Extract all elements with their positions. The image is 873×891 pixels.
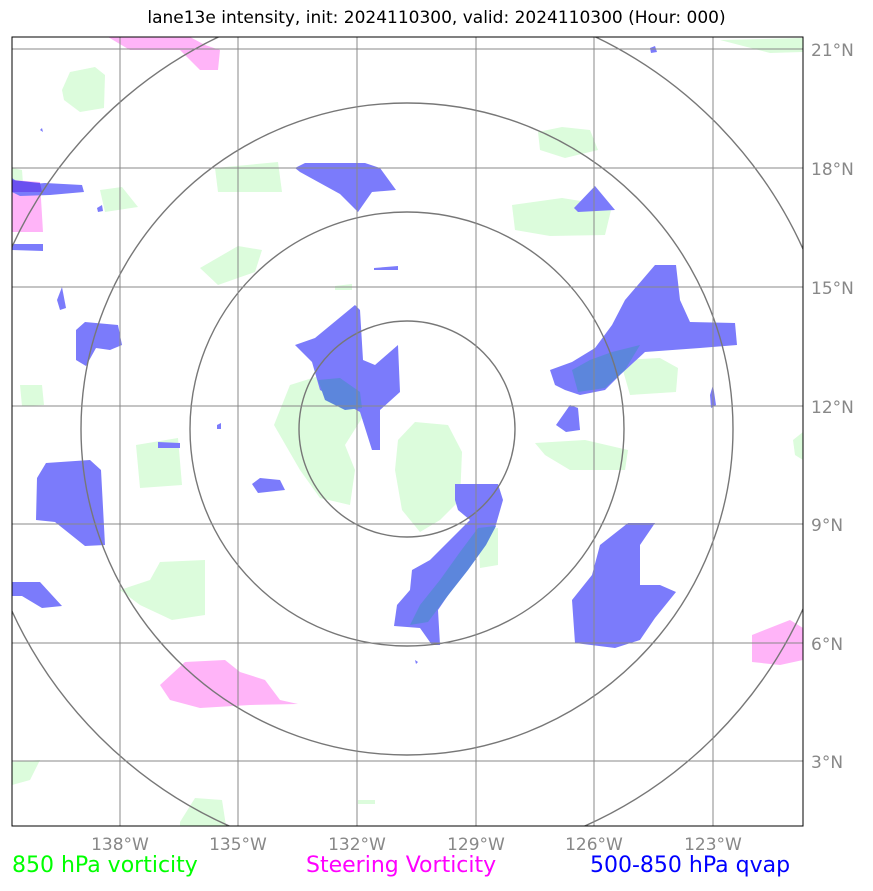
blue-area <box>556 405 580 432</box>
overlap-area <box>318 378 362 410</box>
blue-area <box>158 442 180 448</box>
lon-tick-labels: 138°W 135°W 132°W 129°W 126°W 123°W <box>91 835 742 855</box>
map-title: lane13e intensity, init: 2024110300, val… <box>147 8 726 28</box>
range-ring <box>298 320 516 538</box>
lon-tick-label: 138°W <box>91 835 149 855</box>
green-area <box>120 560 205 620</box>
lon-tick-label: 123°W <box>684 835 742 855</box>
overlap-area <box>572 345 640 392</box>
blue-area <box>12 582 62 608</box>
range-ring <box>80 102 734 756</box>
blue-area <box>252 478 285 493</box>
lat-tick-label: 3°N <box>811 753 843 773</box>
magenta-area <box>108 37 220 70</box>
blue-area <box>572 523 676 648</box>
green-area <box>538 127 598 158</box>
range-rings <box>12 37 803 826</box>
green-area <box>358 800 375 804</box>
legend-steering-vorticity: Steering Vorticity <box>306 853 497 878</box>
lat-tick-label: 6°N <box>811 635 843 655</box>
gridlines <box>12 37 803 826</box>
green-area <box>136 438 182 488</box>
green-area <box>395 422 462 532</box>
range-ring <box>189 211 625 647</box>
lon-tick-label: 126°W <box>565 835 623 855</box>
green-area <box>200 246 262 285</box>
blue-area <box>295 163 396 212</box>
overlap-area <box>410 526 496 625</box>
green-area <box>620 358 678 395</box>
lon-tick-label: 132°W <box>328 835 386 855</box>
green-area <box>62 67 105 112</box>
overlap-area <box>12 180 42 192</box>
legend-850hpa-vorticity: 850 hPa vorticity <box>12 853 198 878</box>
green-area <box>12 760 40 785</box>
green-vorticity-areas <box>12 38 803 826</box>
blue-area <box>97 205 103 212</box>
blue-area <box>40 128 43 132</box>
blue-area <box>12 244 43 251</box>
lat-tick-label: 12°N <box>811 398 854 418</box>
green-area <box>793 432 803 460</box>
blue-area <box>374 266 398 270</box>
lat-tick-labels: 21°N 18°N 15°N 12°N 9°N 6°N 3°N <box>811 41 854 773</box>
green-area <box>215 162 282 192</box>
blue-area <box>76 322 122 366</box>
overlap-areas <box>12 180 640 625</box>
blue-area <box>36 460 105 546</box>
green-area <box>20 385 44 406</box>
plot-frame <box>11 36 804 827</box>
blue-area <box>415 660 418 664</box>
blue-area <box>217 423 221 429</box>
lat-tick-label: 9°N <box>811 516 843 536</box>
magenta-area <box>160 660 298 708</box>
map-plot-area <box>12 37 803 826</box>
green-area <box>720 38 803 53</box>
blue-area <box>57 287 66 310</box>
lat-tick-label: 18°N <box>811 160 854 180</box>
lat-tick-label: 21°N <box>811 41 854 61</box>
lat-tick-label: 15°N <box>811 279 854 299</box>
lon-tick-label: 135°W <box>209 835 267 855</box>
green-area <box>535 440 628 470</box>
legend-qvap: 500-850 hPa qvap <box>590 853 791 878</box>
green-area <box>100 187 138 212</box>
lon-tick-label: 129°W <box>447 835 505 855</box>
blue-area <box>295 305 400 450</box>
